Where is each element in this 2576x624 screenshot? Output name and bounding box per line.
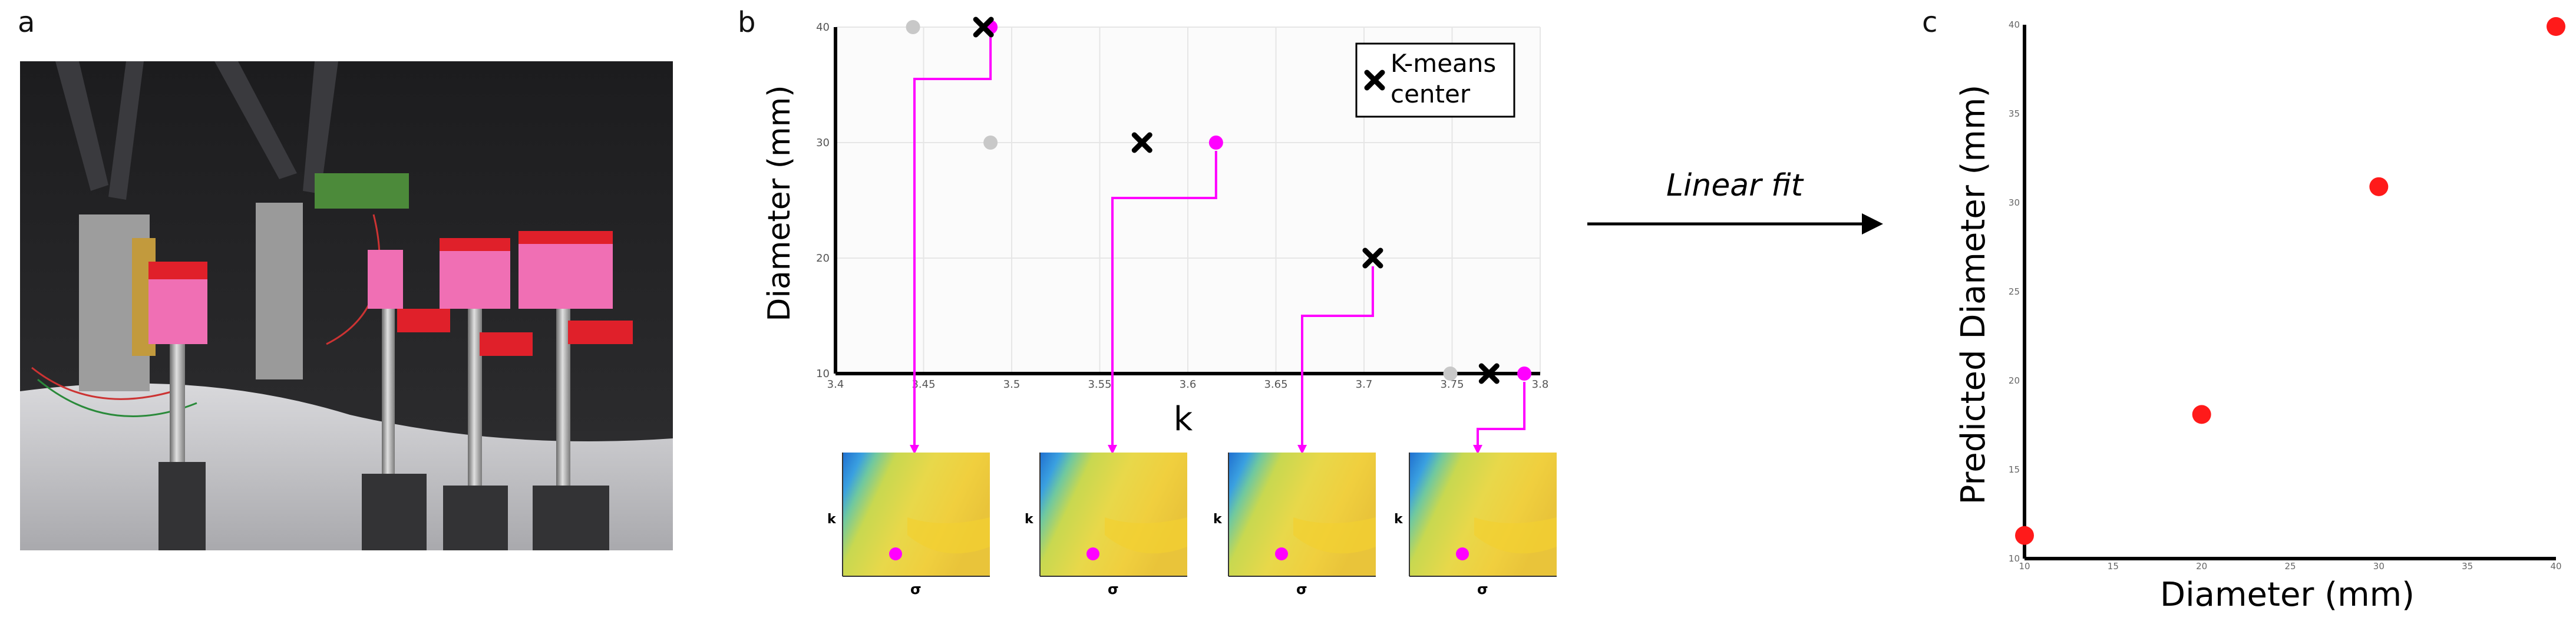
prediction-point [2547,17,2565,37]
x-tick-label-c: 35 [2462,561,2473,572]
y-tick-label: 30 [816,137,830,149]
connector-arrowhead [1108,445,1117,454]
heatmap-image [1040,453,1187,576]
x-tick-label-c: 15 [2108,561,2119,572]
magenta-point [1208,136,1223,150]
heatmap-point [1275,547,1288,560]
y-tick-labels-c: 10 15 20 25 30 35 40 [2009,19,2020,564]
x-tick-label-c: 40 [2550,561,2561,572]
legend-label-line2: center [1391,80,1471,108]
kmeans-center-mark [1478,363,1500,384]
y-tick-label-c: 30 [2009,197,2020,208]
x-tick-label: 3.45 [911,378,935,391]
y-tick-label-c: 20 [2009,375,2020,386]
robot-gripper-photo [20,61,673,550]
y-tick-label-c: 15 [2009,464,2020,475]
y-tick-label-c: 10 [2009,553,2020,564]
heatmap-y-label: k [1213,512,1223,527]
prediction-point [2369,177,2389,196]
chart-axes-c [2023,25,2556,560]
x-tick-labels: 3.4 3.45 3.5 3.55 3.6 3.65 3.7 3.75 3.8 [827,378,1549,391]
heatmap-y-label: k [1394,512,1403,527]
heatmap-1: kσ [827,453,990,597]
x-tick-label-c: 10 [2019,561,2030,572]
heatmap-image [1228,453,1376,576]
heatmap-point [1086,547,1099,560]
x-axis-label-c: Diameter (mm) [2160,576,2415,614]
heatmap-x-label: σ [1296,581,1307,597]
heatmap-y-label: k [1025,512,1034,527]
heatmap-3: kσ [1213,453,1376,597]
x-tick-label: 3.75 [1440,378,1464,391]
panel-letter-c: c [1922,6,1938,39]
y-tick-label: 10 [816,368,830,380]
chart-marks-c [2015,17,2565,545]
heatmap-band [1474,517,1557,554]
heatmap-band [1105,517,1187,554]
connector-line [1301,266,1374,445]
x-tick-label: 3.5 [1003,378,1021,391]
arrow-label: Linear fit [1666,168,1804,203]
y-axis-label-c: Predicted Diameter (mm) [1954,85,1993,505]
x-tick-label: 3.4 [827,378,844,391]
x-tick-label: 3.6 [1180,378,1197,391]
connector-lines [910,35,1526,454]
heatmap-x-label: σ [1477,581,1488,597]
gray-point [1443,367,1458,381]
x-tick-labels-c: 10 15 20 25 30 35 40 [2019,561,2561,572]
x-tick-label: 3.55 [1088,378,1111,391]
heatmap-x-label: σ [910,581,922,597]
magenta-point [1517,367,1532,381]
heatmap-image [843,453,990,576]
heatmap-x-label: σ [1108,581,1119,597]
heatmap-point [1456,547,1469,560]
y-tick-label: 40 [816,21,830,34]
y-axis-label: Diameter (mm) [762,85,797,321]
connector-line [1111,151,1217,445]
prediction-point [2015,526,2034,545]
x-axis-label: k [1174,400,1193,438]
panel-letter-a: a [18,6,35,39]
heatmap-4: kσ [1394,453,1557,597]
y-tick-label: 20 [816,252,830,265]
kmeans-center-mark [1362,247,1383,269]
connector-line [913,35,992,445]
heatmap-band [907,517,990,554]
connector-arrowhead [1297,445,1307,454]
x-tick-label-c: 20 [2196,561,2207,572]
connector-arrowhead [910,445,919,454]
y-tick-label-c: 40 [2009,19,2020,30]
heatmap-point [889,547,902,560]
legend-label-line1: K-means [1391,49,1496,78]
x-tick-label: 3.8 [1532,378,1549,391]
chart-marks [906,16,1532,384]
connector-line [1477,382,1526,445]
x-tick-label-c: 30 [2373,561,2385,572]
legend: K-means center [1355,42,1515,118]
y-tick-label-c: 35 [2009,108,2020,119]
heatmap-band [1293,517,1376,554]
prediction-point [2192,405,2211,424]
y-tick-labels: 10 20 30 40 [816,21,830,380]
heatmap-2: kσ [1025,453,1187,597]
x-tick-label-c: 25 [2284,561,2296,572]
heatmap-y-label: k [827,512,837,527]
y-tick-label-c: 25 [2009,286,2020,297]
kmeans-center-mark [973,16,994,38]
connector-arrowhead [1473,445,1482,454]
chart-axes [834,27,1540,375]
gray-point [983,136,998,150]
x-tick-label: 3.65 [1264,378,1287,391]
legend-x-mark [1364,70,1385,91]
legend-kmeans-marker [1364,70,1385,91]
kmeans-center-mark [1131,132,1152,153]
gray-point [906,20,920,34]
heatmap-image [1409,453,1557,576]
panel-letter-b: b [738,6,756,39]
x-tick-label: 3.7 [1356,378,1373,391]
